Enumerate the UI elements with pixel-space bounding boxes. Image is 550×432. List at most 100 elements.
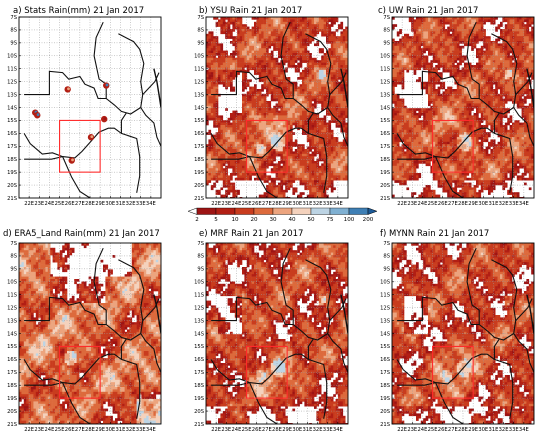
y-tick-label: 14S bbox=[7, 331, 17, 337]
y-tick-label: 18S bbox=[380, 383, 390, 389]
x-tick-label: 27E bbox=[75, 427, 85, 432]
y-tick-label: 13S bbox=[380, 92, 390, 98]
y-tick-label: 16S bbox=[194, 357, 204, 363]
y-tick-label: 17S bbox=[194, 144, 204, 150]
y-tick-label: 12S bbox=[380, 305, 390, 311]
panel-b-title: b) YSU Rain 21 Jan 2017 bbox=[199, 6, 302, 16]
y-tick-label: 9S bbox=[10, 267, 17, 273]
y-tick-label: 7S bbox=[10, 15, 17, 21]
y-tick-label: 10S bbox=[380, 54, 390, 60]
y-tick-label: 19S bbox=[7, 170, 17, 176]
x-tick-label: 34E bbox=[146, 427, 156, 432]
x-tick-label: 23E bbox=[34, 427, 44, 432]
y-tick-label: 19S bbox=[194, 396, 204, 402]
colorbar-swatch bbox=[310, 207, 331, 215]
rain-field bbox=[206, 17, 348, 198]
lake-shore bbox=[340, 68, 348, 108]
lake-shore bbox=[153, 68, 161, 108]
stations bbox=[32, 82, 110, 164]
y-tick-label: 8S bbox=[197, 254, 204, 260]
y-tick-label: 20S bbox=[380, 409, 390, 415]
x-tick-label: 26E bbox=[252, 201, 262, 207]
y-tick-label: 21S bbox=[194, 422, 204, 428]
map-area bbox=[19, 243, 161, 424]
colorbar-label: 2 bbox=[195, 217, 199, 223]
y-tick-label: 17S bbox=[380, 144, 390, 150]
x-tick-label: 30E bbox=[105, 201, 115, 207]
y-tick-label: 9S bbox=[10, 41, 17, 47]
colorbar-label: 30 bbox=[269, 217, 277, 223]
domain-box bbox=[432, 119, 474, 173]
colorbar-label: 75 bbox=[326, 217, 334, 223]
y-tick-label: 9S bbox=[383, 41, 390, 47]
colorbar-swatch bbox=[348, 207, 369, 215]
colorbar-label: 50 bbox=[307, 217, 315, 223]
x-tick-label: 29E bbox=[282, 201, 292, 207]
station-marker-core bbox=[103, 117, 107, 120]
colorbar-swatch bbox=[329, 207, 350, 215]
rain-field bbox=[206, 243, 348, 424]
x-tick-label: 24E bbox=[231, 427, 241, 432]
gridlines bbox=[19, 17, 161, 198]
y-tick-label: 18S bbox=[7, 157, 17, 163]
domain-box bbox=[246, 119, 288, 173]
x-tick-label: 30E bbox=[292, 427, 302, 432]
x-tick-label: 28E bbox=[458, 427, 468, 432]
y-tick-label: 11S bbox=[380, 293, 390, 299]
x-tick-label: 31E bbox=[488, 201, 498, 207]
station-marker-core bbox=[36, 113, 40, 117]
x-tick-label: 32E bbox=[313, 427, 323, 432]
x-tick-label: 33E bbox=[136, 427, 146, 432]
panel-c: c) UW Rain 21 Jan 2017 7S 8S 9S 10S 11S 12S 13… bbox=[378, 6, 535, 207]
country-borders bbox=[210, 247, 348, 424]
x-tick-label: 25E bbox=[55, 427, 65, 432]
x-tick-label: 33E bbox=[509, 427, 519, 432]
y-tick-label: 14S bbox=[194, 105, 204, 111]
colorbar-label: 40 bbox=[288, 217, 296, 223]
y-tick-label: 10S bbox=[380, 280, 390, 286]
y-tick-label: 13S bbox=[380, 318, 390, 324]
x-tick-label: 31E bbox=[115, 201, 125, 207]
y-tick-label: 9S bbox=[383, 267, 390, 273]
y-tick-label: 10S bbox=[7, 280, 17, 286]
colorbar-swatch bbox=[234, 207, 255, 215]
x-tick-label: 30E bbox=[292, 201, 302, 207]
x-tick-label: 22E bbox=[397, 201, 407, 207]
x-tick-label: 30E bbox=[478, 201, 488, 207]
x-tick-label: 27E bbox=[75, 201, 85, 207]
x-tick-label: 22E bbox=[397, 427, 407, 432]
x-tick-label: 26E bbox=[252, 427, 262, 432]
y-tick-label: 15S bbox=[380, 344, 390, 350]
x-tick-label: 29E bbox=[468, 201, 478, 207]
domain-box bbox=[59, 345, 101, 399]
station-marker-core bbox=[71, 158, 74, 162]
x-tick-label: 26E bbox=[438, 427, 448, 432]
x-tick-label: 25E bbox=[428, 201, 438, 207]
x-tick-label: 32E bbox=[313, 201, 323, 207]
x-tick-label: 29E bbox=[95, 201, 105, 207]
x-tick-label: 28E bbox=[85, 427, 95, 432]
y-tick-label: 16S bbox=[380, 131, 390, 137]
x-tick-label: 23E bbox=[407, 201, 417, 207]
y-tick-label: 8S bbox=[383, 28, 390, 34]
gridlines bbox=[19, 243, 161, 424]
y-tick-label: 17S bbox=[194, 370, 204, 376]
x-tick-label: 34E bbox=[333, 201, 343, 207]
y-tick-label: 15S bbox=[7, 344, 17, 350]
colorbar-label: 10 bbox=[231, 217, 239, 223]
colorbar-under-arrow bbox=[187, 207, 198, 215]
y-tick-label: 15S bbox=[194, 344, 204, 350]
gridlines bbox=[392, 243, 534, 424]
x-tick-label: 28E bbox=[272, 427, 282, 432]
y-tick-label: 19S bbox=[380, 170, 390, 176]
colorbar-swatch bbox=[272, 207, 293, 215]
y-tick-label: 7S bbox=[10, 241, 17, 247]
y-tick-label: 8S bbox=[383, 254, 390, 260]
y-tick-label: 19S bbox=[380, 396, 390, 402]
panel-e-title: e) MRF Rain 21 Jan 2017 bbox=[199, 229, 303, 239]
rain-field bbox=[392, 243, 534, 424]
panel-a: a) Stats Rain(mm) 21 Jan 2017 7S 8S 9S 10S 1… bbox=[7, 6, 162, 207]
x-tick-label: 27E bbox=[448, 201, 458, 207]
x-tick-label: 32E bbox=[126, 201, 136, 207]
